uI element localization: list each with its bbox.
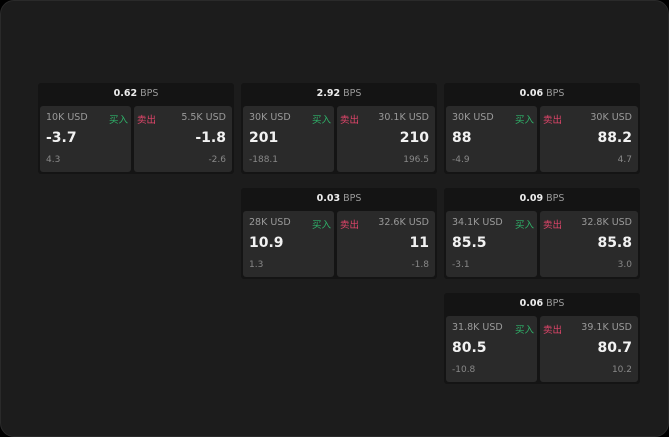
sell-box[interactable]: 卖出 32.8K USD 85.8 3.0 [540,211,638,277]
bid-change: -4.9 [452,155,470,165]
ask-price: 85.8 [597,235,632,251]
ask-change: -2.6 [208,155,226,165]
ask-change: 10.2 [611,365,632,375]
ask-price: 11 [409,235,429,251]
bid-size: 34.1K USD [452,217,503,228]
bid-change: -3.1 [452,260,470,270]
buy-box[interactable]: 28K USD 买入 10.9 1.3 [243,211,334,277]
sell-box[interactable]: 卖出 30.1K USD 210 196.5 [337,106,435,172]
sell-label[interactable]: 卖出 [340,220,360,231]
sell-box[interactable]: 卖出 32.6K USD 11 -1.8 [337,211,435,277]
spread-value: 2.92 [316,88,341,99]
ask-price: 80.7 [597,340,632,356]
buy-label[interactable]: 买入 [514,325,534,336]
bid-size: 10K USD [46,112,88,123]
sell-box[interactable]: 卖出 5.5K USD -1.8 -2.6 [134,106,232,172]
bid-size: 28K USD [249,217,291,228]
bid-change: 1.3 [249,260,264,270]
spread-header: 2.92 BPS [241,83,437,105]
sell-label[interactable]: 卖出 [543,220,563,231]
buy-label[interactable]: 买入 [514,220,534,231]
buy-box[interactable]: 31.8K USD 买入 80.5 -10.8 [446,316,537,382]
quote-card: 0.62 BPS 10K USD 买入 -3.7 4.3 卖出 5.5K USD… [38,83,234,174]
buy-box[interactable]: 30K USD 买入 201 -188.1 [243,106,334,172]
bid-size: 30K USD [452,112,494,123]
spread-header: 0.62 BPS [38,83,234,105]
sell-label[interactable]: 卖出 [340,115,360,126]
ask-price: -1.8 [195,130,226,146]
ask-price: 210 [399,130,429,146]
spread-value: 0.62 [113,88,138,99]
ask-change: 196.5 [403,155,429,165]
sell-label[interactable]: 卖出 [137,115,157,126]
spread-value: 0.03 [316,193,341,204]
buy-label[interactable]: 买入 [311,115,331,126]
ask-size: 30.1K USD [378,112,429,123]
ask-size: 39.1K USD [581,322,632,333]
spread-value: 0.09 [519,193,544,204]
bid-change: -10.8 [452,365,476,375]
spread-header: 0.06 BPS [444,83,640,105]
quote-card: 0.06 BPS 31.8K USD 买入 80.5 -10.8 卖出 39.1… [444,293,640,384]
bid-price: -3.7 [46,130,77,146]
quote-card: 2.92 BPS 30K USD 买入 201 -188.1 卖出 30.1K … [241,83,437,174]
ask-size: 30K USD [590,112,632,123]
bid-price: 80.5 [452,340,487,356]
buy-box[interactable]: 30K USD 买入 88 -4.9 [446,106,537,172]
spread-value: 0.06 [519,298,544,309]
buy-label[interactable]: 买入 [311,220,331,231]
spread-unit: BPS [546,88,565,99]
bid-size: 31.8K USD [452,322,503,333]
ask-change: 3.0 [617,260,632,270]
quote-card: 0.03 BPS 28K USD 买入 10.9 1.3 卖出 32.6K US… [241,188,437,279]
ask-change: 4.7 [617,155,632,165]
bid-price: 85.5 [452,235,487,251]
ask-size: 32.6K USD [378,217,429,228]
bid-price: 10.9 [249,235,284,251]
sell-label[interactable]: 卖出 [543,325,563,336]
ask-change: -1.8 [411,260,429,270]
bid-price: 88 [452,130,472,146]
quote-card: 0.06 BPS 30K USD 买入 88 -4.9 卖出 30K USD 8… [444,83,640,174]
buy-label[interactable]: 买入 [514,115,534,126]
spread-unit: BPS [343,193,362,204]
spread-unit: BPS [140,88,159,99]
bid-size: 30K USD [249,112,291,123]
quote-card: 0.09 BPS 34.1K USD 买入 85.5 -3.1 卖出 32.8K… [444,188,640,279]
buy-box[interactable]: 34.1K USD 买入 85.5 -3.1 [446,211,537,277]
ask-size: 5.5K USD [181,112,226,123]
spread-header: 0.06 BPS [444,293,640,315]
sell-box[interactable]: 卖出 39.1K USD 80.7 10.2 [540,316,638,382]
spread-unit: BPS [546,298,565,309]
buy-box[interactable]: 10K USD 买入 -3.7 4.3 [40,106,131,172]
spread-header: 0.09 BPS [444,188,640,210]
bid-change: 4.3 [46,155,61,165]
bid-price: 201 [249,130,279,146]
sell-label[interactable]: 卖出 [543,115,563,126]
sell-box[interactable]: 卖出 30K USD 88.2 4.7 [540,106,638,172]
ask-price: 88.2 [597,130,632,146]
ask-size: 32.8K USD [581,217,632,228]
bid-change: -188.1 [249,155,279,165]
spread-unit: BPS [546,193,565,204]
spread-unit: BPS [343,88,362,99]
spread-value: 0.06 [519,88,544,99]
spread-header: 0.03 BPS [241,188,437,210]
buy-label[interactable]: 买入 [108,115,128,126]
